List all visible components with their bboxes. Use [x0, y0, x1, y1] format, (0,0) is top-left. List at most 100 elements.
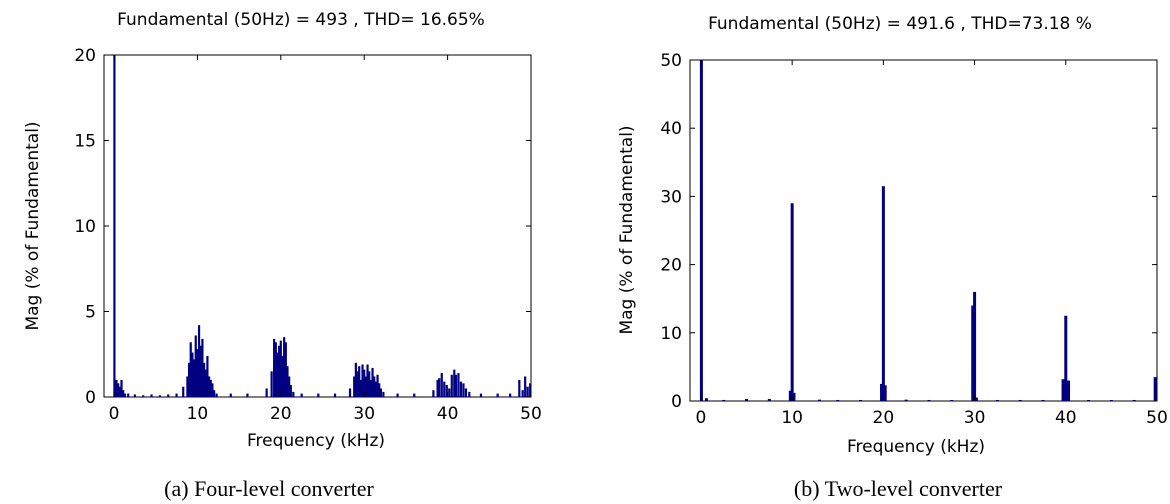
spectrum-bar — [201, 338, 204, 397]
spectrum-bar — [361, 364, 364, 397]
spectrum-bar — [859, 399, 863, 401]
spectrum-bar — [440, 373, 443, 397]
chart-title: Fundamental (50Hz) = 493 , THD= 16.65% — [117, 10, 485, 30]
spectrum-bar — [450, 374, 453, 397]
y-tick-label: 20 — [74, 46, 96, 66]
spectrum-bar — [454, 374, 458, 397]
spectrum-bar — [1109, 399, 1113, 401]
spectrum-bar — [973, 291, 977, 401]
spectrum-bar — [378, 383, 381, 397]
spectrum-bar — [281, 355, 284, 397]
y-tick-label: 10 — [74, 217, 96, 237]
spectrum-bar — [284, 342, 287, 397]
x-tick-label: 50 — [520, 404, 542, 424]
spectrum-bar — [704, 398, 708, 401]
chart-title: Fundamental (50Hz) = 491.6 , THD=73.18 % — [708, 14, 1092, 34]
spectrum-bar — [197, 325, 201, 397]
x-tick-label: 0 — [109, 404, 120, 424]
spectrum-bar — [379, 388, 382, 397]
y-tick-label: 30 — [660, 187, 682, 207]
spectrum-bar — [356, 371, 359, 397]
spectrum-bar — [113, 55, 116, 397]
spectrum-bar — [317, 393, 320, 397]
spectrum-bar — [202, 362, 206, 397]
spectrum-bar — [436, 379, 439, 397]
spectrum-bar — [1041, 399, 1045, 401]
spectrum-bar — [462, 383, 465, 397]
axis-ticks: 0 10 20 30 40 50 0 5 10 15 20 — [74, 46, 541, 424]
x-axis-label: Frequency (kHz) — [247, 431, 385, 451]
spectrum-bar — [521, 390, 524, 397]
spectrum-bar — [353, 376, 356, 397]
spectrum-bar — [120, 379, 123, 397]
x-tick-label: 30 — [964, 408, 986, 428]
spectrum-bar — [971, 305, 975, 401]
spectrum-bar — [818, 399, 822, 401]
spectrum-bar — [445, 385, 448, 397]
spectrum-bar — [950, 399, 954, 401]
spectrum-bar — [215, 393, 218, 397]
plot-frame — [103, 54, 532, 398]
spectrum-bar — [333, 393, 337, 397]
x-tick-label: 10 — [781, 408, 803, 428]
spectrum-bar — [438, 378, 441, 397]
spectrum-bar — [373, 376, 376, 397]
x-tick-label: 0 — [696, 408, 707, 428]
spectrum-bar — [396, 393, 399, 397]
y-tick-label: 5 — [85, 303, 96, 323]
x-tick-label: 10 — [187, 404, 209, 424]
spectrum-bar — [358, 366, 361, 397]
spectrum-bar — [278, 345, 281, 397]
spectrum-bar — [348, 388, 352, 397]
spectrum-bar — [448, 388, 451, 397]
spectrum-bar — [206, 355, 209, 397]
spectrum-bar — [207, 376, 211, 397]
spectrum-bar — [209, 379, 212, 397]
spectrum-bar — [1064, 315, 1068, 401]
spectrum-bar — [722, 399, 726, 401]
spectrum-bar — [189, 342, 192, 397]
spectrum-bar — [359, 379, 362, 397]
y-axis-label: Mag (% of Fundamental) — [23, 121, 43, 330]
spectrum-bar — [212, 390, 216, 397]
spectrum-bar — [175, 393, 178, 397]
spectrum-bar — [199, 345, 202, 397]
spectrum-bar — [118, 386, 121, 397]
spectrum-bar — [300, 393, 303, 397]
spectrum-bar — [288, 376, 291, 397]
spectrum-bar — [788, 390, 792, 401]
x-tick-label: 40 — [1055, 408, 1077, 428]
spectrum-bar — [1067, 380, 1071, 401]
spectrum-bar — [204, 369, 207, 397]
chart-four-level: Fundamental (50Hz) = 493 , THD= 16.65% 0… — [23, 10, 542, 501]
spectrum-bar — [790, 203, 794, 401]
spectrum-bar — [186, 376, 189, 397]
spectrum-bar — [196, 349, 199, 397]
figure-caption: (b) Two-level converter — [794, 476, 1003, 501]
spectrum-bar — [187, 362, 191, 397]
spectrum-bar — [745, 398, 749, 401]
spectrum-bar — [453, 369, 456, 397]
spectrum-bar — [836, 399, 840, 401]
y-tick-label: 10 — [660, 324, 682, 344]
spectrum-bar — [432, 390, 435, 397]
spectrum-bar — [479, 393, 483, 397]
spectrum-bar — [413, 393, 416, 397]
spectrum-bar — [927, 399, 931, 401]
spectrum-bar — [699, 60, 703, 401]
spectrum-bar — [122, 390, 125, 397]
y-tick-label: 0 — [671, 392, 682, 412]
spectrum-bar — [292, 391, 295, 397]
axis-ticks: 0 10 20 30 40 50 0 10 20 30 40 50 — [660, 51, 1167, 428]
spectrum-bar — [273, 338, 276, 397]
x-tick-label: 30 — [353, 404, 375, 424]
spectrum-bar — [117, 383, 120, 397]
spectrum-bar — [881, 186, 885, 401]
bar-series — [113, 55, 532, 397]
spectrum-bar — [289, 385, 292, 397]
spectrum-bar — [279, 340, 282, 397]
spectrum-bar — [518, 379, 521, 397]
x-axis-label: Frequency (kHz) — [847, 437, 985, 457]
